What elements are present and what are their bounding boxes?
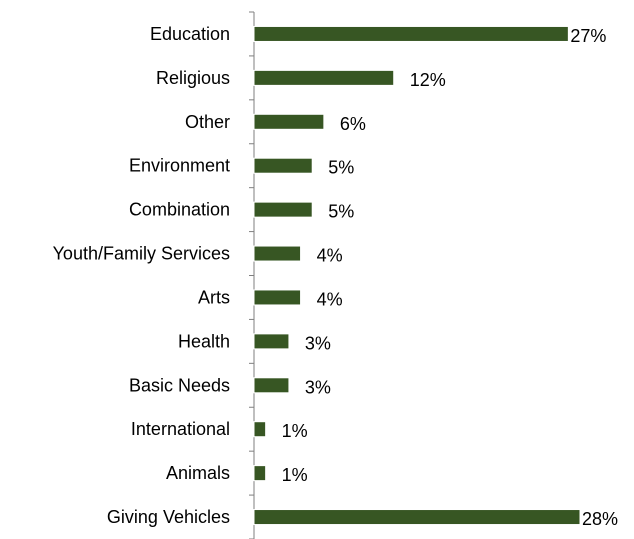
value-label: 1%: [282, 465, 308, 485]
bar: [253, 465, 267, 482]
category-label: Health: [178, 331, 230, 351]
category-label: Animals: [166, 463, 230, 483]
bar: [253, 113, 325, 130]
bar: [253, 509, 581, 526]
value-label: 5%: [328, 158, 354, 178]
axis-ticks: [249, 11, 254, 539]
category-label: Basic Needs: [129, 375, 230, 395]
category-label: Education: [150, 24, 230, 44]
bar: [253, 377, 290, 394]
value-labels: 27% 12% 6% 5% 5% 4% 4% 3% 3% 1% 1% 28%: [282, 26, 618, 529]
category-label: Combination: [129, 200, 230, 220]
bar: [253, 245, 302, 262]
bar: [253, 421, 267, 438]
value-label: 6%: [340, 114, 366, 134]
category-label: Youth/Family Services: [53, 244, 230, 264]
category-label: Environment: [129, 156, 230, 176]
value-label: 27%: [570, 26, 606, 46]
bars: [253, 25, 581, 526]
bar: [253, 333, 290, 350]
bar: [253, 201, 313, 218]
category-label: Giving Vehicles: [107, 507, 230, 527]
value-label: 3%: [305, 333, 331, 353]
value-label: 28%: [582, 509, 618, 529]
value-label: 12%: [410, 70, 446, 90]
value-label: 5%: [328, 202, 354, 222]
value-label: 3%: [305, 377, 331, 397]
value-label: 4%: [317, 246, 343, 266]
bar: [253, 69, 395, 86]
category-label: International: [131, 419, 230, 439]
category-label: Arts: [198, 287, 230, 307]
category-label: Religious: [156, 68, 230, 88]
bar: [253, 157, 313, 174]
bar: [253, 289, 302, 306]
value-label: 1%: [282, 421, 308, 441]
category-label: Other: [185, 112, 230, 132]
bar: [253, 25, 569, 42]
value-label: 4%: [317, 289, 343, 309]
category-labels: Education Religious Other Environment Combin…: [53, 24, 230, 527]
